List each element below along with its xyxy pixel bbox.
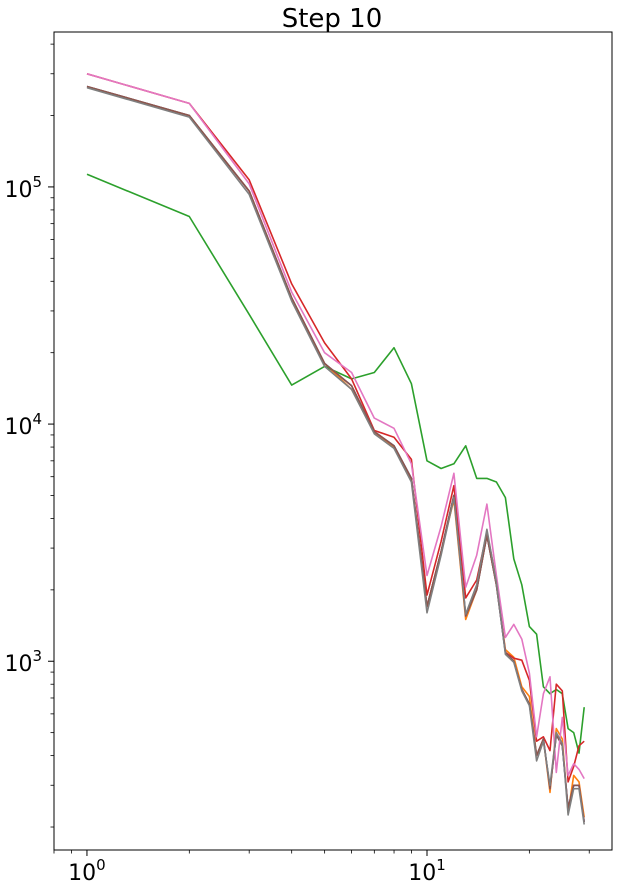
x-tick-label: 101 (408, 856, 446, 886)
y-tick-label: 103 (4, 647, 42, 677)
chart-title: Step 10 (282, 4, 383, 34)
series-line-1 (86, 85, 585, 818)
series-line-5 (86, 85, 585, 823)
x-tick-label: 100 (68, 856, 106, 886)
plot-frame (53, 31, 613, 851)
y-tick-label: 105 (4, 173, 42, 203)
y-tick-label: 104 (4, 410, 42, 440)
plot-lines (86, 73, 585, 825)
series-line-7 (86, 86, 585, 825)
series-line-0 (86, 85, 585, 823)
series-line-6 (86, 73, 585, 779)
axis-ticks: 100 101 103 104 105 (4, 43, 590, 886)
series-line-2 (86, 173, 585, 754)
series-line-4 (86, 85, 585, 823)
series-line-3 (86, 73, 585, 783)
